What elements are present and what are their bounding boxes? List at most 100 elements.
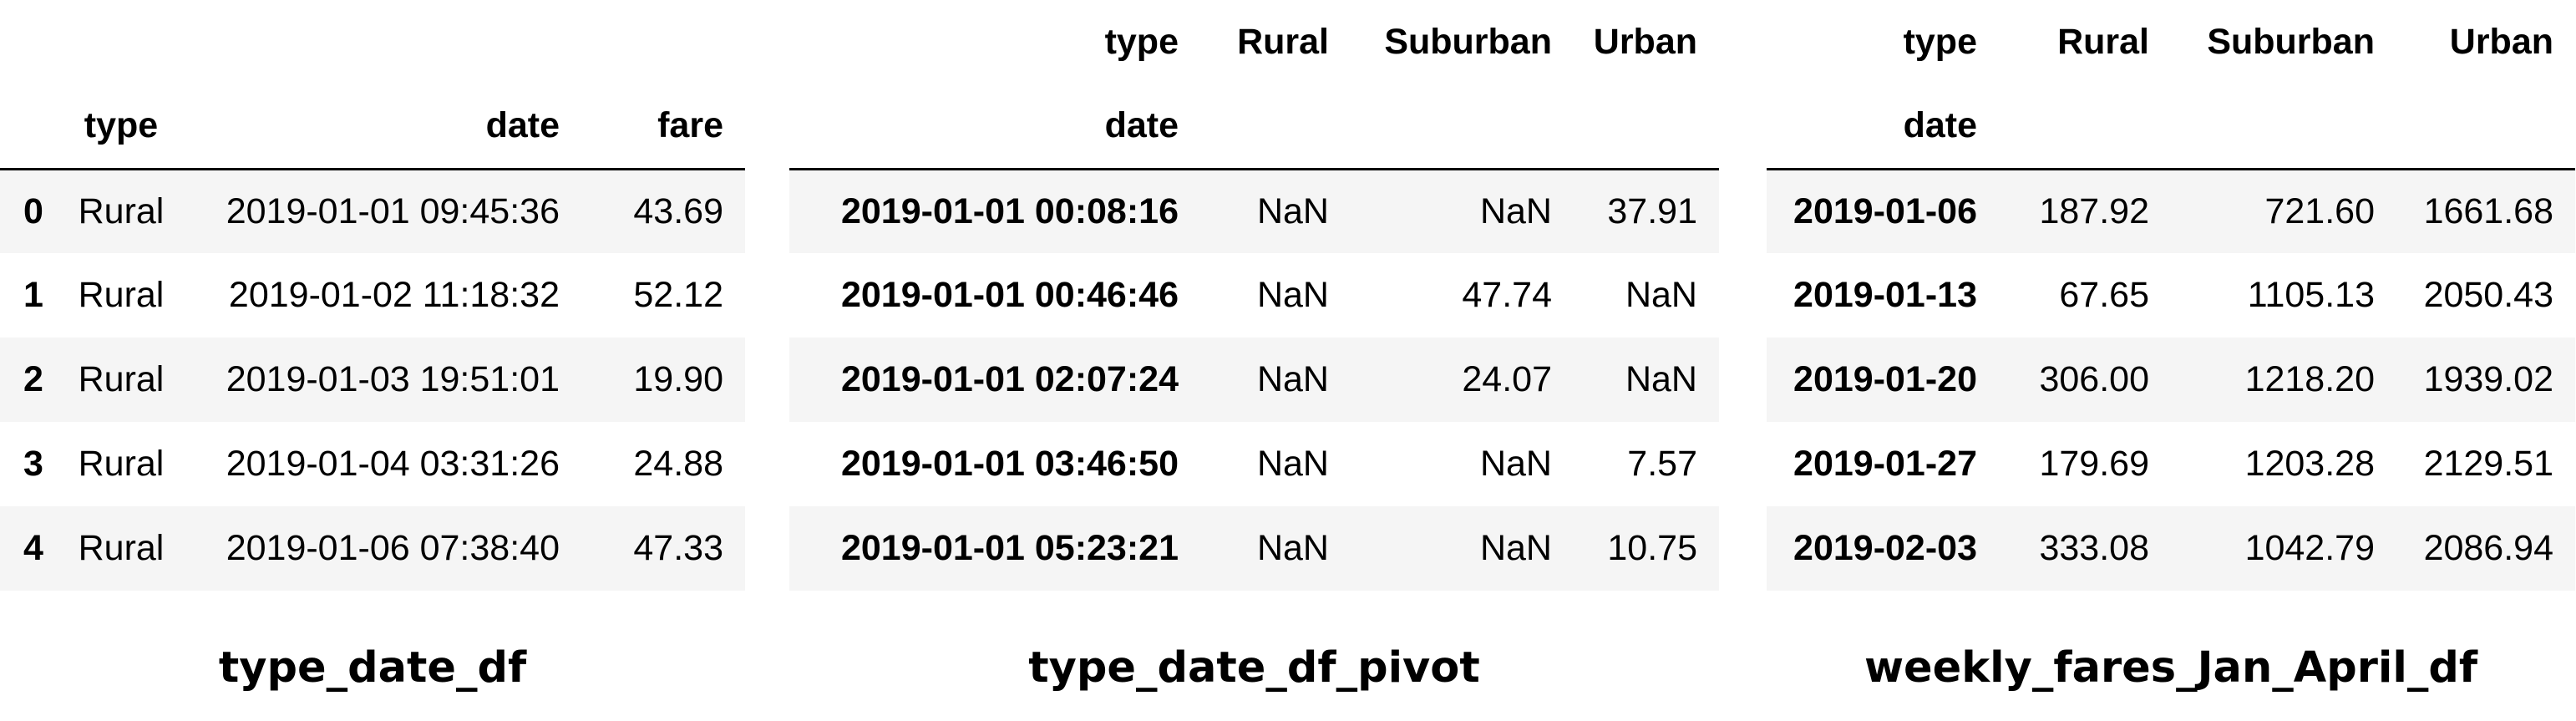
cell-rural: NaN [1209,338,1349,422]
cell-urban: 2050.43 [2423,275,2553,315]
cell-date: 2019-01-01 09:45:36 [175,169,593,253]
header-row-index: date [1767,84,2575,170]
table-row: 2019-01-01 00:08:16 NaN NaN 37.91 [789,169,1719,253]
table-row: 2019-01-27 179.69 1203.28 2129.51 [1767,422,2575,506]
table-row: 2019-01-01 03:46:50 NaN NaN 7.57 [789,422,1719,506]
cell-rural: NaN [1256,275,1329,315]
cell-date: 2019-01-03 19:51:01 [175,338,593,422]
cell-rural: NaN [1209,506,1349,591]
table-row: 2019-01-06 187.92 721.60 1661.68 [1767,169,2575,253]
column-header-fare: fare [593,84,745,170]
caption-type-date-df: type_date_df [218,643,527,693]
cell-date: 2019-01-04 03:31:26 [226,444,560,484]
cell-date: 2019-01-02 11:18:32 [228,275,560,315]
dataframe-table: type Rural Suburban Urban date 2019-01-0… [789,0,1719,591]
row-index: 2019-01-01 03:46:50 [840,444,1179,484]
header-row: type date fare [0,84,745,170]
row-index: 2019-01-01 05:23:21 [789,506,1209,591]
table-row: 2019-01-01 00:46:46 NaN 47.74 NaN [789,253,1719,338]
cell-type: Rural [67,169,175,253]
weekly-fares-table: type Rural Suburban Urban date 2019-01-0… [1767,0,2575,591]
table-row: 2019-01-13 67.65 1105.13 2050.43 [1767,253,2575,338]
type-date-df-table: type date fare 0 Rural 2019-01-01 09:45:… [0,0,745,591]
row-index: 2019-01-13 [1793,275,1977,315]
cell-suburban: 1218.20 [2169,338,2395,422]
cell-rural: 333.08 [2007,506,2169,591]
cell-urban: 10.75 [1572,506,1719,591]
cell-suburban: NaN [1479,444,1552,484]
cell-rural: NaN [1209,169,1349,253]
cell-suburban: NaN [1349,506,1572,591]
cell-type: Rural [67,338,175,422]
cell-suburban: NaN [1349,169,1572,253]
cell-urban: 37.91 [1572,169,1719,253]
cell-fare: 24.88 [633,444,723,484]
table-row: 1 Rural 2019-01-02 11:18:32 52.12 [0,253,745,338]
row-index: 0 [0,169,67,253]
cell-rural: 187.92 [2007,169,2169,253]
header-row-columns: type Rural Suburban Urban [1767,0,2575,84]
cell-urban: 2129.51 [2423,444,2553,484]
row-index: 2019-01-01 02:07:24 [789,338,1209,422]
columns-name-header: type [1104,22,1179,62]
cell-fare: 52.12 [633,275,723,315]
cell-urban: 2086.94 [2395,506,2575,591]
column-header-type: type [67,84,175,170]
columns-name-header: type [1903,22,1977,62]
cell-date: 2019-01-06 07:38:40 [175,506,593,591]
cell-rural: 306.00 [2007,338,2169,422]
table-row: 3 Rural 2019-01-04 03:31:26 24.88 [0,422,745,506]
cell-suburban: 721.60 [2169,169,2395,253]
type-date-df-pivot-table: type Rural Suburban Urban date 2019-01-0… [789,0,1719,591]
cell-suburban: 1105.13 [2247,275,2375,315]
cell-urban: 1661.68 [2395,169,2575,253]
index-header [0,84,67,170]
table-row: 2 Rural 2019-01-03 19:51:01 19.90 [0,338,745,422]
row-index: 2019-01-01 00:46:46 [840,275,1179,315]
cell-suburban: 1042.79 [2169,506,2395,591]
column-header-suburban: Suburban [2207,22,2375,62]
row-index: 3 [23,444,43,484]
dataframe-table: type date fare 0 Rural 2019-01-01 09:45:… [0,0,745,591]
cell-suburban: 47.74 [1462,275,1552,315]
row-index: 1 [23,275,43,315]
row-index: 2019-01-01 00:08:16 [789,169,1209,253]
column-header-date: date [175,84,593,170]
cell-rural: 179.69 [2039,444,2149,484]
dataframe-table: type Rural Suburban Urban date 2019-01-0… [1767,0,2575,591]
column-header-urban: Urban [1593,22,1697,62]
header-row-spacer [0,0,745,84]
cell-urban: 7.57 [1627,444,1697,484]
row-index: 2019-02-03 [1767,506,2007,591]
row-index: 2 [0,338,67,422]
cell-type: Rural [78,444,165,484]
row-index: 4 [0,506,67,591]
table-row: 2019-02-03 333.08 1042.79 2086.94 [1767,506,2575,591]
row-index: 2019-01-06 [1767,169,2007,253]
cell-fare: 43.69 [593,169,745,253]
cell-suburban: 24.07 [1349,338,1572,422]
column-header-urban: Urban [2449,22,2553,62]
column-header-rural: Rural [2057,22,2149,62]
cell-rural: NaN [1256,444,1329,484]
index-name-header: date [789,84,1209,170]
column-header-suburban: Suburban [1384,22,1552,62]
cell-fare: 19.90 [593,338,745,422]
cell-suburban: 1203.28 [2244,444,2375,484]
cell-fare: 47.33 [593,506,745,591]
cell-urban: 1939.02 [2395,338,2575,422]
index-name-header: date [1767,84,2007,170]
cell-urban: NaN [1572,338,1719,422]
cell-type: Rural [78,275,165,315]
row-index: 2019-01-20 [1767,338,2007,422]
column-header-rural: Rural [1237,22,1329,62]
caption-weekly-fares-jan-april-df: weekly_fares_Jan_April_df [1864,643,2478,693]
cell-urban: NaN [1625,275,1697,315]
row-index: 2019-01-27 [1793,444,1977,484]
cell-type: Rural [67,506,175,591]
caption-type-date-df-pivot: type_date_df_pivot [1028,643,1480,693]
table-row: 2019-01-01 05:23:21 NaN NaN 10.75 [789,506,1719,591]
table-row: 2019-01-20 306.00 1218.20 1939.02 [1767,338,2575,422]
table-row: 4 Rural 2019-01-06 07:38:40 47.33 [0,506,745,591]
cell-rural: 67.65 [2059,275,2149,315]
